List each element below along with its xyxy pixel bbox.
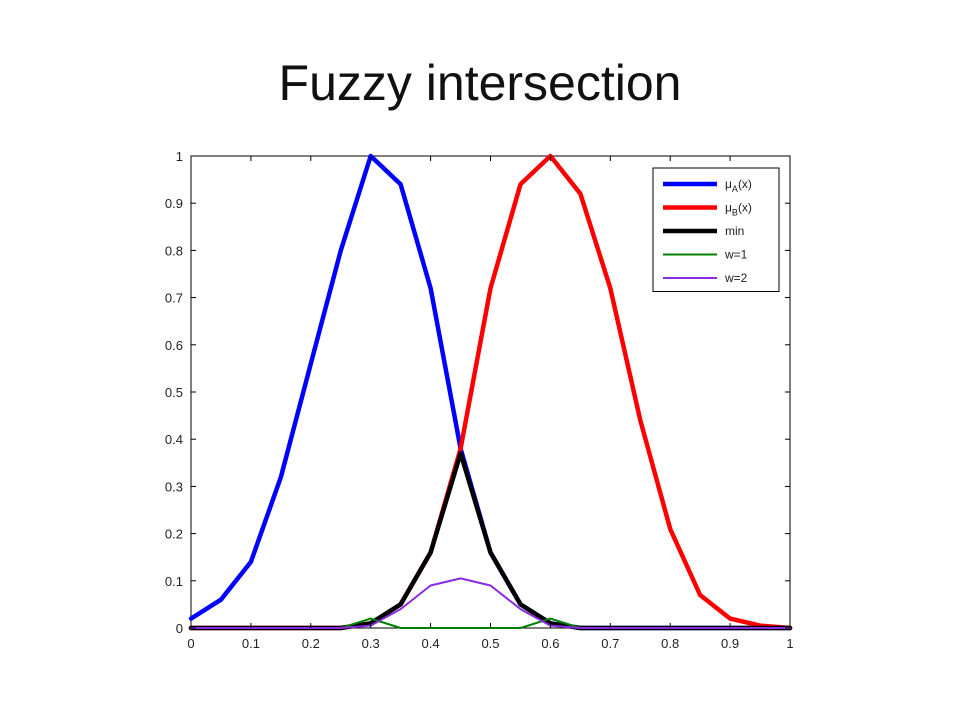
- legend-label: min: [725, 224, 744, 238]
- y-tick-label: 0.9: [165, 196, 183, 211]
- legend-label: w=2: [724, 271, 748, 285]
- series-line-4: [190, 577, 791, 629]
- y-tick-label: 0.1: [165, 574, 183, 589]
- slide-title: Fuzzy intersection: [278, 55, 682, 111]
- legend-label: μA(x): [725, 177, 752, 194]
- x-tick-label: 0.6: [541, 636, 559, 651]
- tick-layer: 0 0.1 0.2 0.3 0.4 0.5 0.6 0.7 0.8 0.9 1 0 0.1 0.2 0.3 0…: [165, 149, 794, 651]
- y-tick-label: 0.2: [165, 527, 183, 542]
- x-tick-label: 1: [786, 636, 793, 651]
- x-tick-label: 0.3: [362, 636, 380, 651]
- x-tick-label: 0.7: [601, 636, 619, 651]
- y-tick-label: 0.7: [165, 291, 183, 306]
- x-tick-label: 0.4: [422, 636, 440, 651]
- y-tick-label: 0.6: [165, 338, 183, 353]
- series-layer: [188, 153, 793, 631]
- legend-label: μB(x): [725, 201, 752, 218]
- y-tick-label: 0: [176, 621, 183, 636]
- x-tick-label: 0.8: [661, 636, 679, 651]
- x-tick-label: 0.9: [721, 636, 739, 651]
- y-tick-label: 0.8: [165, 243, 183, 258]
- legend: μA(x) μB(x) min w=1 w=2: [652, 167, 780, 292]
- y-tick-label: 1: [176, 149, 183, 164]
- y-tick-label: 0.3: [165, 479, 183, 494]
- legend-label: w=1: [724, 248, 748, 262]
- y-tick-label: 0.5: [165, 385, 183, 400]
- x-tick-label: 0: [187, 636, 194, 651]
- y-tick-label: 0.4: [165, 432, 183, 447]
- x-tick-label: 0.2: [302, 636, 320, 651]
- x-tick-label: 0.1: [242, 636, 260, 651]
- x-tick-label: 0.5: [481, 636, 499, 651]
